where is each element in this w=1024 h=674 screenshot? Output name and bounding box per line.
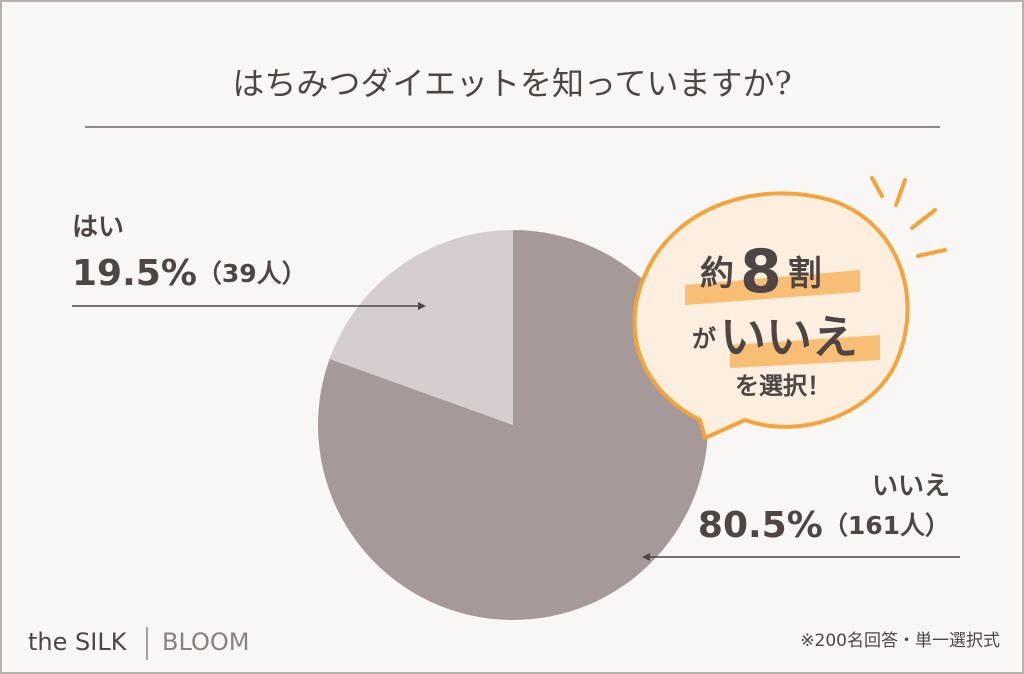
category-label: いいえ <box>872 472 950 502</box>
brand: the SILK <box>28 628 128 656</box>
count-label: （161人） <box>823 511 950 540</box>
footnote: ※200名回答・単一選択式 <box>800 631 1000 651</box>
value-label: 80.5%（161人） <box>698 505 950 546</box>
callout-text: がいいえ <box>692 310 858 364</box>
pie-slice <box>318 230 709 620</box>
value-label: 19.5%（39人） <box>72 253 307 294</box>
highlight <box>685 270 860 305</box>
emphasis-rays <box>870 176 947 258</box>
arrow-head <box>642 553 650 561</box>
percent-label: 80.5% <box>698 505 823 546</box>
brand: BLOOM <box>162 628 249 656</box>
pie-slice <box>329 230 513 425</box>
speech-bubble <box>632 191 910 440</box>
callout-text: を選択！ <box>735 372 831 400</box>
callout-part: 割 <box>788 254 822 294</box>
pie <box>318 230 709 620</box>
category-label: はい <box>72 213 124 243</box>
callout-part: が <box>692 325 716 353</box>
callout-part: 約 <box>700 254 734 294</box>
arrow-head <box>418 302 426 310</box>
callout-part: いいえ <box>720 310 858 364</box>
chart-title: はちみつダイエットを知っていますか? <box>232 65 791 103</box>
callout-part: 8 <box>740 237 782 307</box>
percent-label: 19.5% <box>72 253 197 294</box>
highlight <box>730 335 880 368</box>
count-label: （39人） <box>197 259 307 288</box>
